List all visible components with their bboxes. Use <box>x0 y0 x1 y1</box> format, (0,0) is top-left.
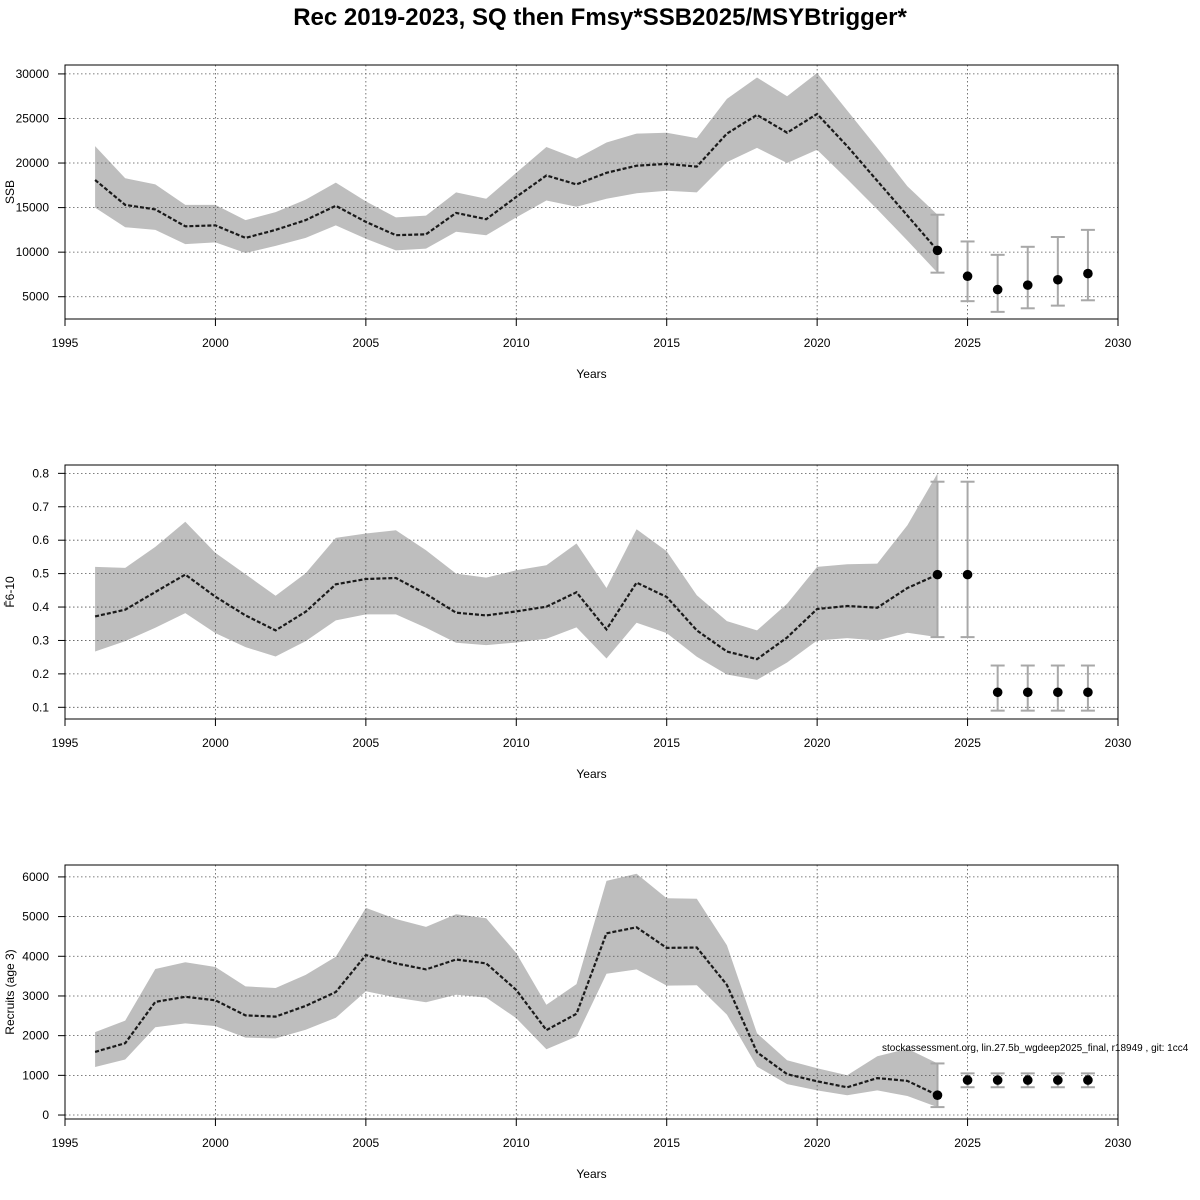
y-tick-label: 0.6 <box>32 533 49 547</box>
x-tick-label: 2025 <box>954 1136 981 1150</box>
y-tick-label: 0.1 <box>32 700 49 714</box>
confidence-band <box>95 473 938 680</box>
confidence-band <box>95 73 938 273</box>
x-tick-label: 2025 <box>954 736 981 750</box>
x-axis-label: Years <box>576 367 606 381</box>
y-tick-label: 0 <box>42 1108 49 1122</box>
x-axis-label: Years <box>576 1167 606 1181</box>
x-tick-label: 2015 <box>653 336 680 350</box>
forecast-point <box>1053 687 1063 698</box>
x-tick-label: 2010 <box>503 336 530 350</box>
forecast-point <box>1022 1075 1033 1085</box>
forecast-point <box>992 1075 1003 1085</box>
chart-panel-2: 1995 2000 2005 2010 2015 2020 2025 2030 0.1 0.2 0.… <box>3 464 1132 781</box>
y-tick-label: 4000 <box>22 949 49 963</box>
forecast-point <box>1083 687 1093 698</box>
plot-frame <box>64 464 1119 720</box>
y-tick-label: 3000 <box>22 989 49 1003</box>
x-tick-label: 1995 <box>52 1136 79 1150</box>
forecast-point <box>932 245 943 256</box>
y-tick-label: 0.7 <box>32 500 49 514</box>
plot-frame <box>64 64 1119 320</box>
y-tick-label: 5000 <box>22 910 49 924</box>
x-tick-label: 1995 <box>52 736 79 750</box>
x-tick-label: 2020 <box>804 1136 831 1150</box>
y-tick-label: 1000 <box>22 1068 49 1082</box>
y-tick-label: 5000 <box>22 290 49 304</box>
y-axis-label: SSB <box>3 180 17 204</box>
estimate-line <box>94 926 938 1097</box>
y-tick-label: 25000 <box>16 111 50 125</box>
chart-panel-1: 1995 2000 2005 2010 2015 2020 2025 2030 5000 1000… <box>3 64 1132 381</box>
forecast-point <box>932 1090 943 1100</box>
y-axis-label: F̄6-10 <box>3 576 17 608</box>
x-tick-label: 2020 <box>804 736 831 750</box>
forecast-point <box>992 687 1003 698</box>
panels: 1995 2000 2005 2010 2015 2020 2025 2030 5000 1000… <box>3 64 1132 1181</box>
forecast-point <box>1053 274 1063 285</box>
x-axis-label: Years <box>576 767 606 781</box>
y-tick-label: 15000 <box>16 201 50 215</box>
forecast-point <box>1022 687 1033 698</box>
y-tick-label: 30000 <box>16 67 50 81</box>
y-tick-label: 6000 <box>22 870 49 884</box>
footnote: stockassessment.org, lin.27.5b_wgdeep202… <box>882 1043 1189 1054</box>
y-axis-label: Recruits (age 3) <box>3 949 17 1034</box>
x-tick-label: 2015 <box>653 1136 680 1150</box>
x-tick-label: 2005 <box>353 1136 380 1150</box>
x-tick-label: 2030 <box>1105 336 1132 350</box>
x-tick-label: 2015 <box>653 736 680 750</box>
forecast-point <box>962 569 973 580</box>
y-tick-label: 0.4 <box>32 600 49 614</box>
x-tick-label: 2025 <box>954 336 981 350</box>
y-tick-label: 10000 <box>16 245 50 259</box>
y-tick-label: 0.5 <box>32 567 49 581</box>
forecast-point <box>1083 1075 1093 1085</box>
y-tick-label: 0.2 <box>32 667 49 681</box>
estimate-line <box>94 573 938 661</box>
forecast-point <box>1053 1075 1063 1085</box>
y-tick-label: 20000 <box>16 156 50 170</box>
plot-frame <box>64 864 1119 1120</box>
y-tick-label: 0.3 <box>32 633 49 647</box>
x-tick-label: 2005 <box>353 736 380 750</box>
x-tick-label: 2010 <box>503 1136 530 1150</box>
chart-panel-3: 1995 2000 2005 2010 2015 2020 2025 2030 0 1000 200… <box>3 864 1132 1181</box>
y-tick-label: 0.8 <box>32 466 49 480</box>
x-tick-label: 2000 <box>202 1136 229 1150</box>
x-tick-label: 2000 <box>202 736 229 750</box>
forecast-point <box>1083 268 1093 279</box>
forecast-point <box>962 1075 973 1085</box>
x-tick-label: 2020 <box>804 336 831 350</box>
x-tick-label: 2030 <box>1105 1136 1132 1150</box>
estimate-line <box>94 112 939 252</box>
figure-title: Rec 2019-2023, SQ then Fmsy*SSB2025/MSYB… <box>293 4 907 31</box>
forecast-point <box>1022 280 1033 290</box>
x-tick-label: 2005 <box>353 336 380 350</box>
forecast-point <box>962 271 973 282</box>
x-tick-label: 1995 <box>52 336 79 350</box>
x-tick-label: 2030 <box>1105 736 1132 750</box>
y-tick-label: 2000 <box>22 1029 49 1043</box>
forecast-point <box>992 284 1003 295</box>
x-tick-label: 2010 <box>503 736 530 750</box>
forecast-point <box>932 569 943 580</box>
x-tick-label: 2000 <box>202 336 229 350</box>
